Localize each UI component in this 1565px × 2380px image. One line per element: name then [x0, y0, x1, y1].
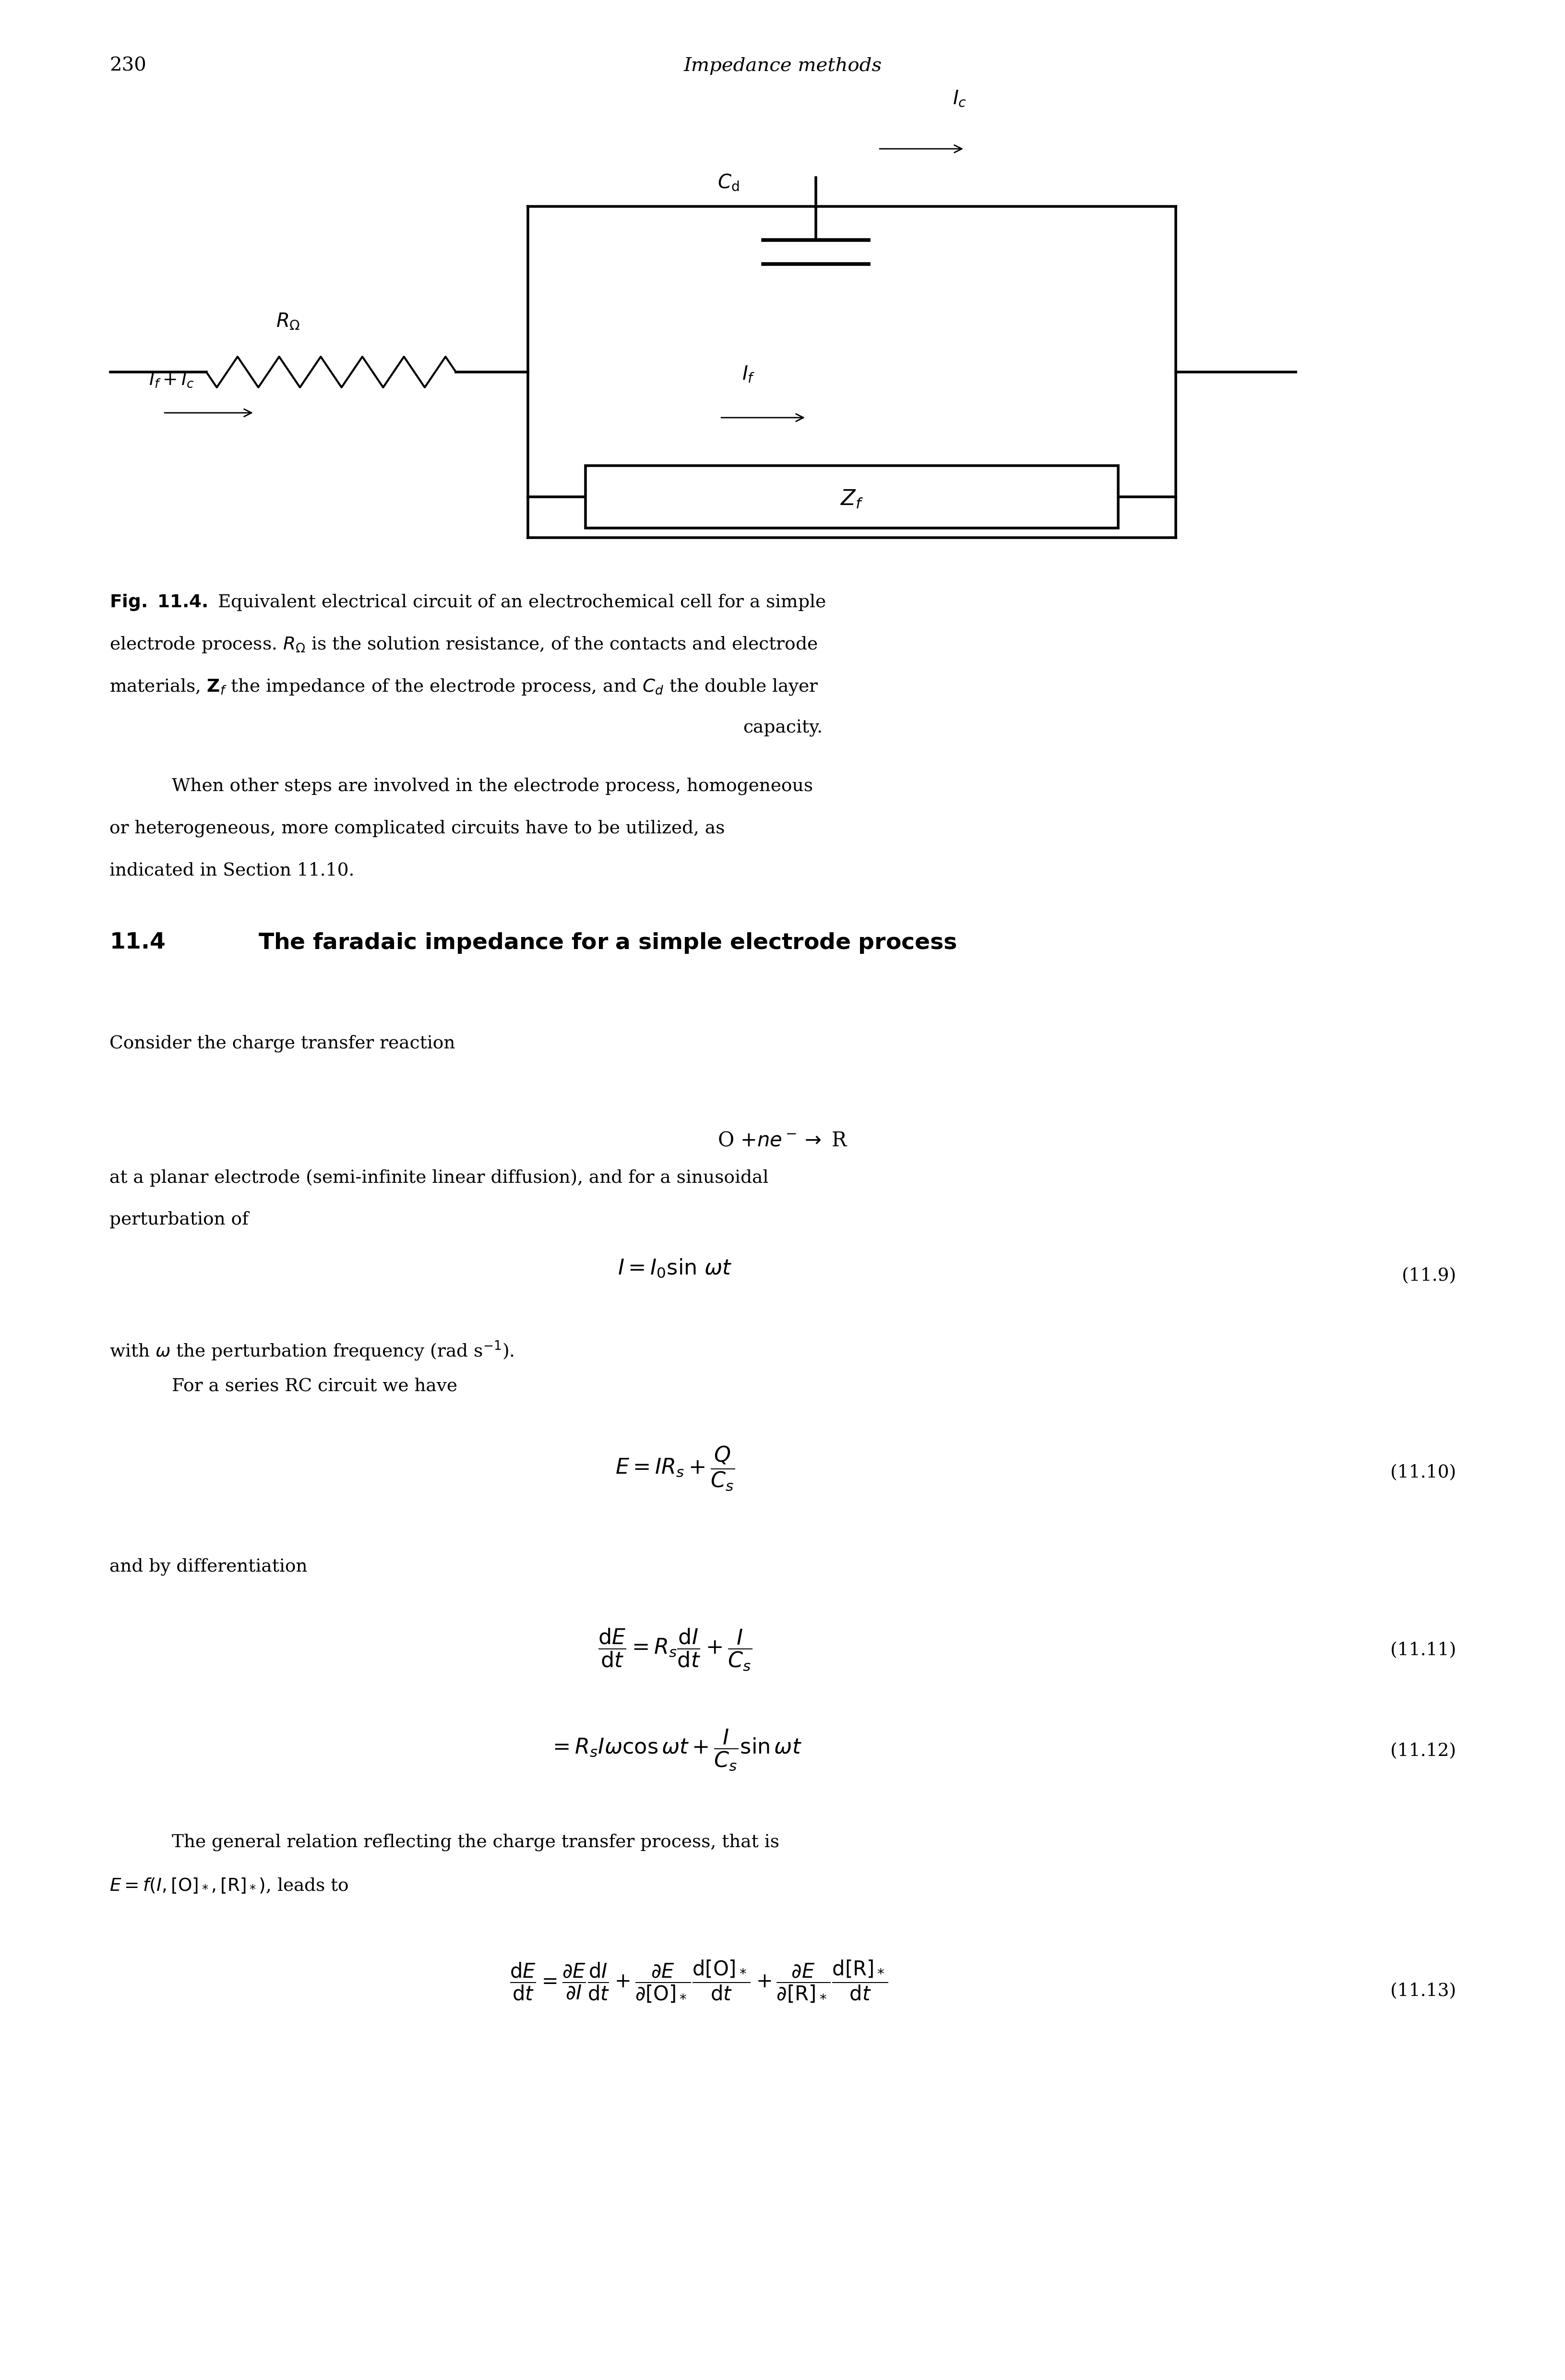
Text: The general relation reflecting the charge transfer process, that is: The general relation reflecting the char… — [172, 1833, 779, 1852]
Text: $= R_s I\omega \cos \omega t + \dfrac{I}{C_s} \sin \omega t$: $= R_s I\omega \cos \omega t + \dfrac{I}… — [548, 1728, 801, 1773]
Text: $I_f + I_c$: $I_f + I_c$ — [149, 371, 194, 388]
Text: (11.12): (11.12) — [1390, 1742, 1455, 1759]
Text: $\dfrac{\mathrm{d}E}{\mathrm{d}t} = R_s \dfrac{\mathrm{d}I}{\mathrm{d}t} + \dfra: $\dfrac{\mathrm{d}E}{\mathrm{d}t} = R_s … — [598, 1628, 751, 1673]
Text: For a series RC circuit we have: For a series RC circuit we have — [172, 1378, 457, 1395]
Text: 230: 230 — [110, 57, 146, 74]
Text: materials, $\mathbf{Z}_f$ the impedance of the electrode process, and $C_d$ the : materials, $\mathbf{Z}_f$ the impedance … — [110, 678, 818, 697]
Text: electrode process. $R_\Omega$ is the solution resistance, of the contacts and el: electrode process. $R_\Omega$ is the sol… — [110, 635, 817, 654]
Text: $\mathbf{The\ faradaic\ impedance\ for\ a\ simple\ electrode\ process}$: $\mathbf{The\ faradaic\ impedance\ for\ … — [258, 931, 956, 954]
Text: capacity.: capacity. — [743, 719, 822, 738]
Text: (11.11): (11.11) — [1390, 1642, 1455, 1659]
Text: $R_\Omega$: $R_\Omega$ — [275, 312, 300, 331]
Text: $C_\mathrm{d}$: $C_\mathrm{d}$ — [717, 174, 739, 193]
Text: $I = I_0 \sin \,\omega t$: $I = I_0 \sin \,\omega t$ — [618, 1257, 732, 1278]
Text: When other steps are involved in the electrode process, homogeneous: When other steps are involved in the ele… — [172, 778, 812, 795]
Text: $I_f$: $I_f$ — [742, 364, 754, 383]
Text: $\dfrac{\mathrm{d}E}{\mathrm{d}t} = \dfrac{\partial E}{\partial I}\dfrac{\mathrm: $\dfrac{\mathrm{d}E}{\mathrm{d}t} = \dfr… — [510, 1959, 887, 2004]
Text: Impedance methods: Impedance methods — [684, 57, 881, 74]
Text: $E = IR_s + \dfrac{Q}{C_s}$: $E = IR_s + \dfrac{Q}{C_s}$ — [615, 1445, 734, 1492]
Bar — [585, 466, 1117, 528]
Text: Consider the charge transfer reaction: Consider the charge transfer reaction — [110, 1035, 455, 1052]
Text: indicated in Section 11.10.: indicated in Section 11.10. — [110, 862, 354, 881]
Text: and by differentiation: and by differentiation — [110, 1557, 307, 1576]
Text: perturbation of: perturbation of — [110, 1211, 249, 1228]
Text: (11.9): (11.9) — [1401, 1266, 1455, 1285]
Text: $I_c$: $I_c$ — [953, 88, 967, 107]
Text: $E = f(I, [\mathrm{O}]_*, [\mathrm{R}]_*)$, leads to: $E = f(I, [\mathrm{O}]_*, [\mathrm{R}]_*… — [110, 1878, 349, 1894]
Text: at a planar electrode (semi-infinite linear diffusion), and for a sinusoidal: at a planar electrode (semi-infinite lin… — [110, 1169, 768, 1185]
Text: $\mathbf{11.4}$: $\mathbf{11.4}$ — [110, 931, 166, 954]
Text: with $\omega$ the perturbation frequency (rad s$^{-1}$).: with $\omega$ the perturbation frequency… — [110, 1340, 513, 1361]
Text: (11.10): (11.10) — [1390, 1464, 1455, 1480]
Text: $\mathbf{Fig.\ 11.4.}$ Equivalent electrical circuit of an electrochemical cell : $\mathbf{Fig.\ 11.4.}$ Equivalent electr… — [110, 593, 826, 612]
Text: (11.13): (11.13) — [1390, 1983, 1455, 1999]
Text: $Z_f$: $Z_f$ — [840, 488, 864, 509]
Text: or heterogeneous, more complicated circuits have to be utilized, as: or heterogeneous, more complicated circu… — [110, 819, 725, 838]
Text: O $+ ne^- \rightarrow$ R: O $+ ne^- \rightarrow$ R — [717, 1130, 848, 1150]
